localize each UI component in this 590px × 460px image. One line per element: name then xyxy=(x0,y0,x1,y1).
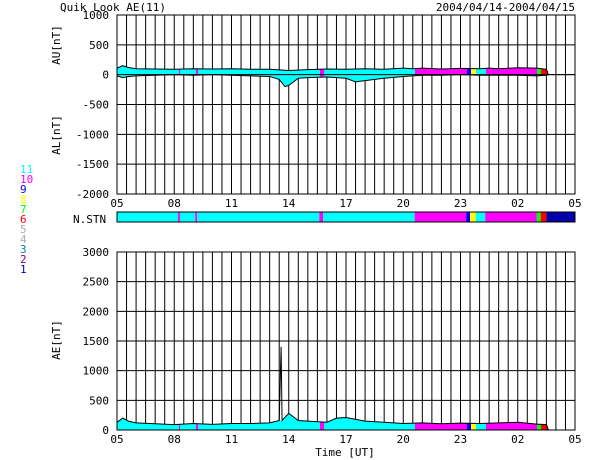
legend-entry-5: 5 xyxy=(20,223,27,236)
ae-xtick-label: 20 xyxy=(397,433,410,446)
au-xtick-label: 02 xyxy=(511,197,524,210)
ae-ytick-label: 1000 xyxy=(83,365,110,378)
ae-xtick-label: 05 xyxy=(110,433,123,446)
nstn-segment xyxy=(319,212,324,222)
au-xtick-label: 14 xyxy=(282,197,296,210)
date-range: 2004/04/14-2004/04/15 xyxy=(436,1,575,14)
au-xtick-label: 17 xyxy=(339,197,352,210)
au-ytick-label: 500 xyxy=(89,39,109,52)
au-xtick-label: 05 xyxy=(110,197,123,210)
ae-xlabel: Time [UT] xyxy=(315,446,375,459)
au-xtick-label: 05 xyxy=(568,197,581,210)
ae-xtick-label: 17 xyxy=(339,433,352,446)
au-al-grid xyxy=(116,14,576,195)
nstn-segment xyxy=(197,212,320,222)
ae-xtick-label: 05 xyxy=(568,433,581,446)
ae-ytick-label: 0 xyxy=(102,424,109,437)
legend-entry-1: 1 xyxy=(20,263,27,276)
ae-series-line xyxy=(116,346,549,431)
nstn-segment xyxy=(546,212,575,222)
ae-xtick-label: 14 xyxy=(282,433,296,446)
ae-xtick-label: 02 xyxy=(511,433,524,446)
au-ytick-label: -2000 xyxy=(76,188,109,201)
legend-entry-8: 8 xyxy=(20,193,27,206)
au-al-data xyxy=(116,65,575,88)
legend-entry-4: 4 xyxy=(20,233,27,246)
ae-ytick-label: 500 xyxy=(89,394,109,407)
ae-xtick-label: 08 xyxy=(168,433,181,446)
au-ytick-label: 0 xyxy=(102,69,109,82)
ae-grid xyxy=(116,251,576,431)
au-xtick-label: 23 xyxy=(454,197,467,210)
au-ytick-label: -1000 xyxy=(76,128,109,141)
au-series-line xyxy=(116,65,549,75)
nstn-segment xyxy=(179,212,196,222)
nstn-segment xyxy=(178,212,180,222)
nstn-segment xyxy=(323,212,415,222)
ae-data xyxy=(116,346,549,431)
au-xtick-label: 20 xyxy=(397,197,410,210)
au-ytick-label: -500 xyxy=(83,99,110,112)
nstn-segment xyxy=(536,212,541,222)
ae-frame xyxy=(116,251,576,431)
legend-entry-3: 3 xyxy=(20,243,27,256)
nstn-segment xyxy=(485,212,537,222)
nstn-segment xyxy=(475,212,486,222)
nstn-segment xyxy=(195,212,198,222)
nstn-segment xyxy=(470,212,476,222)
nstn-segment xyxy=(414,212,467,222)
nstn-segment xyxy=(117,212,179,222)
ae-ytick-label: 3000 xyxy=(83,246,110,259)
chart-title: Quik Look AE(11) xyxy=(60,1,166,14)
nstn-bar xyxy=(116,211,576,223)
ae-ytick-label: 2000 xyxy=(83,305,110,318)
ae-ytick-label: 1500 xyxy=(83,335,110,348)
legend-entry-9: 9 xyxy=(20,183,27,196)
al-ylabel: AL[nT] xyxy=(50,115,63,155)
au-ytick-label: -1500 xyxy=(76,158,109,171)
au-frame xyxy=(116,14,576,195)
au-xtick-label: 11 xyxy=(225,197,238,210)
nstn-frame xyxy=(116,211,576,223)
legend-entry-11: 11 xyxy=(20,163,34,176)
ae-xtick-label: 23 xyxy=(454,433,467,446)
ae-xtick-label: 11 xyxy=(225,433,238,446)
ae-ylabel: AE[nT] xyxy=(50,320,63,360)
legend-entry-6: 6 xyxy=(20,213,27,226)
nstn-segment xyxy=(540,212,547,222)
panel-nstn: N.STN xyxy=(73,211,576,226)
legend-entry-2: 2 xyxy=(20,253,27,266)
legend-entry-7: 7 xyxy=(20,203,27,216)
au-xtick-label: 08 xyxy=(168,197,181,210)
ae-ytick-label: 2500 xyxy=(83,276,110,289)
legend-entry-10: 10 xyxy=(20,173,34,186)
au-ylabel: AU[nT] xyxy=(50,25,63,65)
au-ytick-label: 1000 xyxy=(83,9,110,22)
nstn-label: N.STN xyxy=(73,213,106,226)
nstn-segment xyxy=(466,212,471,222)
